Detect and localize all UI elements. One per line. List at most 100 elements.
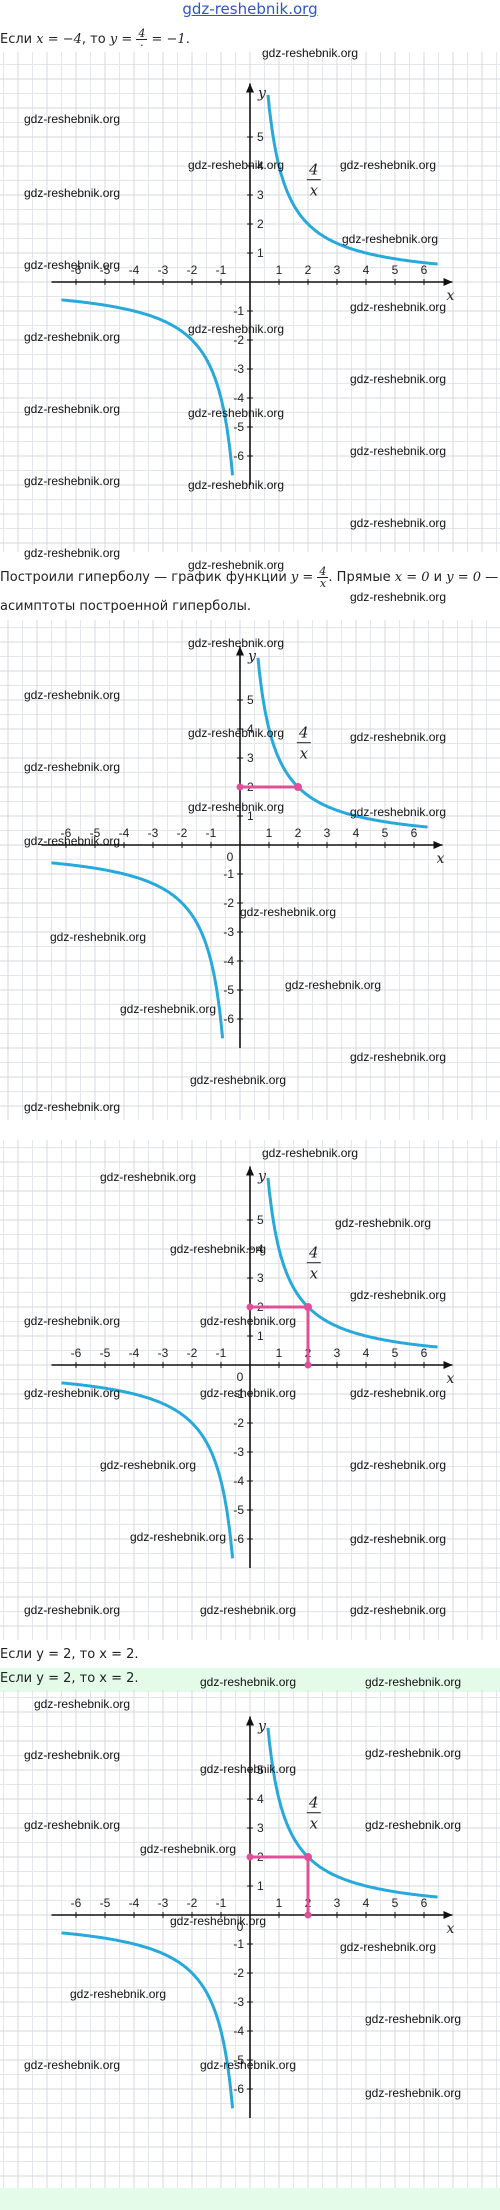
highlight-y-point [246, 1853, 254, 1861]
watermark: gdz-reshebnik.org [350, 372, 447, 386]
y-tick-label: -2 [233, 333, 244, 347]
x-tick-label: -5 [100, 1346, 111, 1360]
watermark: gdz-reshebnik.org [350, 590, 447, 604]
y-tick-label: 5 [257, 1213, 264, 1227]
y-axis-label: y [247, 649, 257, 665]
y-tick-label: -3 [223, 925, 234, 939]
x-tick-label: -1 [216, 1896, 227, 1910]
watermark: gdz-reshebnik.org [188, 322, 285, 336]
function-label-num: 4 [298, 724, 309, 742]
x-tick-label: 4 [363, 1346, 370, 1360]
x-tick-label: 3 [334, 1346, 341, 1360]
watermark: gdz-reshebnik.org [24, 1603, 121, 1617]
line1-end: = −1. [147, 32, 190, 47]
watermark: gdz-reshebnik.org [188, 406, 285, 420]
y-tick-label: 4 [257, 1242, 264, 1256]
watermark: gdz-reshebnik.org [188, 478, 285, 492]
line1-mid: , то [81, 32, 110, 47]
watermark: gdz-reshebnik.org [70, 1987, 167, 2001]
origin-label: 0 [227, 850, 234, 864]
highlight-x-point [304, 1911, 312, 1919]
x-tick-label: -4 [129, 263, 140, 277]
x-tick-label: -2 [187, 1896, 198, 1910]
watermark: gdz-reshebnik.org [100, 1170, 197, 1184]
watermark: gdz-reshebnik.org [340, 1940, 437, 1954]
x-axis-label: x [447, 288, 455, 304]
x-tick-label: -3 [158, 1346, 169, 1360]
y-tick-label: -6 [233, 1532, 244, 1546]
y-tick-label: -5 [233, 420, 244, 434]
x-tick-label: -6 [61, 826, 72, 840]
watermark: gdz-reshebnik.org [350, 805, 447, 819]
watermark: gdz-reshebnik.org [188, 158, 285, 172]
x-tick-label: 6 [421, 263, 428, 277]
watermark: gdz-reshebnik.org [24, 2058, 121, 2072]
x-tick-label: 3 [334, 263, 341, 277]
x-tick-label: -4 [129, 1346, 140, 1360]
watermark: gdz-reshebnik.org [350, 1386, 447, 1400]
x-tick-label: 1 [276, 1896, 283, 1910]
watermark: gdz-reshebnik.org [365, 2086, 462, 2100]
x-tick-label: -6 [71, 1896, 82, 1910]
x-tick-label: -2 [187, 263, 198, 277]
watermark: gdz-reshebnik.org [350, 300, 447, 314]
watermark: gdz-reshebnik.org [200, 1762, 297, 1776]
x-tick-label: 4 [363, 1896, 370, 1910]
function-label-den: x [310, 1265, 319, 1283]
watermark: gdz-reshebnik.org [190, 1073, 287, 1087]
y-tick-label: 4 [257, 159, 264, 173]
watermark: gdz-reshebnik.org [200, 1314, 297, 1328]
x-tick-label: -4 [129, 1896, 140, 1910]
x-tick-label: -1 [216, 1346, 227, 1360]
x-axis-arrow [443, 1911, 453, 1919]
y-tick-label: -6 [233, 2082, 244, 2096]
y-tick-label: -1 [223, 867, 234, 881]
y-tick-label: 1 [247, 809, 254, 823]
function-label-den: x [310, 182, 319, 200]
watermark: gdz-reshebnik.org [342, 232, 439, 246]
function-label-num: 4 [308, 1244, 319, 1262]
line1-eq1: x = −4 [36, 32, 82, 47]
watermark: gdz-reshebnik.org [130, 1530, 227, 1544]
hyperbola-branch-positive [266, 94, 438, 266]
y-axis-label: y [257, 1169, 267, 1185]
watermark: gdz-reshebnik.org [200, 1386, 297, 1400]
x-tick-label: -1 [206, 826, 217, 840]
graph-1-svg: -6 -5 -4 -3 -2 -1 1 2 3 4 5 6 -6 -5 -4 -3 -2 -1 1 2 3 4 5 x y 4 x [0, 52, 500, 552]
y-tick-label: -2 [223, 896, 234, 910]
graph-1: -6 -5 -4 -3 -2 -1 1 2 3 4 5 6 -6 -5 -4 -3 -2 -1 1 2 3 4 5 x y 4 x [0, 52, 500, 552]
x-tick-label: -5 [100, 263, 111, 277]
x-tick-label: -6 [71, 263, 82, 277]
watermark: gdz-reshebnik.org [34, 1697, 131, 1711]
y-tick-label: 1 [257, 1329, 264, 1343]
y-tick-label: 3 [257, 188, 264, 202]
y-tick-label: -3 [233, 1445, 244, 1459]
watermark: gdz-reshebnik.org [24, 1748, 121, 1762]
watermark: gdz-reshebnik.org [24, 330, 121, 344]
watermark: gdz-reshebnik.org [350, 730, 447, 744]
x-tick-label: -3 [148, 826, 159, 840]
y-tick-label: -6 [223, 1012, 234, 1026]
y-tick-label: -2 [233, 1416, 244, 1430]
watermark: gdz-reshebnik.org [24, 1818, 121, 1832]
y-tick-label: 5 [257, 130, 264, 144]
watermark: gdz-reshebnik.org [24, 112, 121, 126]
watermark: gdz-reshebnik.org [365, 1746, 462, 1760]
line2-end: — [481, 570, 499, 585]
function-label-num: 4 [308, 161, 319, 179]
watermark: gdz-reshebnik.org [100, 1458, 197, 1472]
y-tick-label: 1 [257, 1879, 264, 1893]
watermark: gdz-reshebnik.org [24, 834, 121, 848]
line1-frac-den: · [140, 39, 144, 52]
x-tick-label: 6 [411, 826, 418, 840]
x-tick-label: -6 [71, 1346, 82, 1360]
y-tick-label: -3 [233, 1995, 244, 2009]
watermark: gdz-reshebnik.org [285, 978, 382, 992]
watermark: gdz-reshebnik.org [262, 46, 359, 60]
watermark: gdz-reshebnik.org [24, 402, 121, 416]
site-link[interactable]: gdz-reshebnik.org [182, 0, 318, 18]
